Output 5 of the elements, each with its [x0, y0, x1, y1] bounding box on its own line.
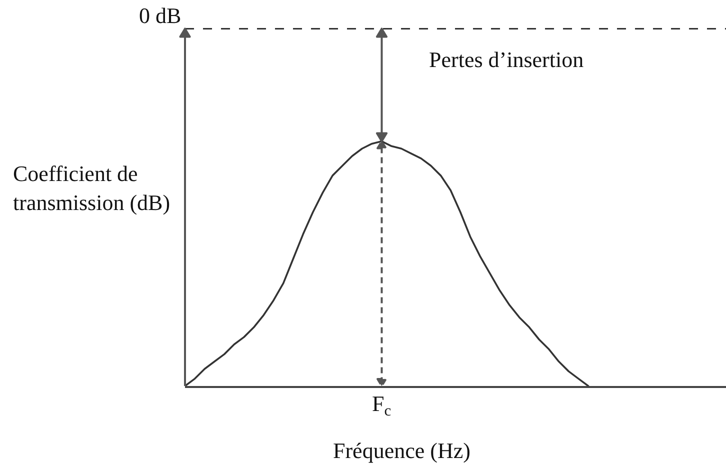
text: F$_{c}$	[372, 391, 392, 420]
y-axis-title: Coefficient de transmission (dB)	[13, 160, 172, 217]
ref-line-label: 0 dB	[139, 3, 182, 28]
text: Pertes d’insertion	[429, 47, 584, 72]
x-axis-title: Fréquence (Hz)	[333, 438, 470, 463]
